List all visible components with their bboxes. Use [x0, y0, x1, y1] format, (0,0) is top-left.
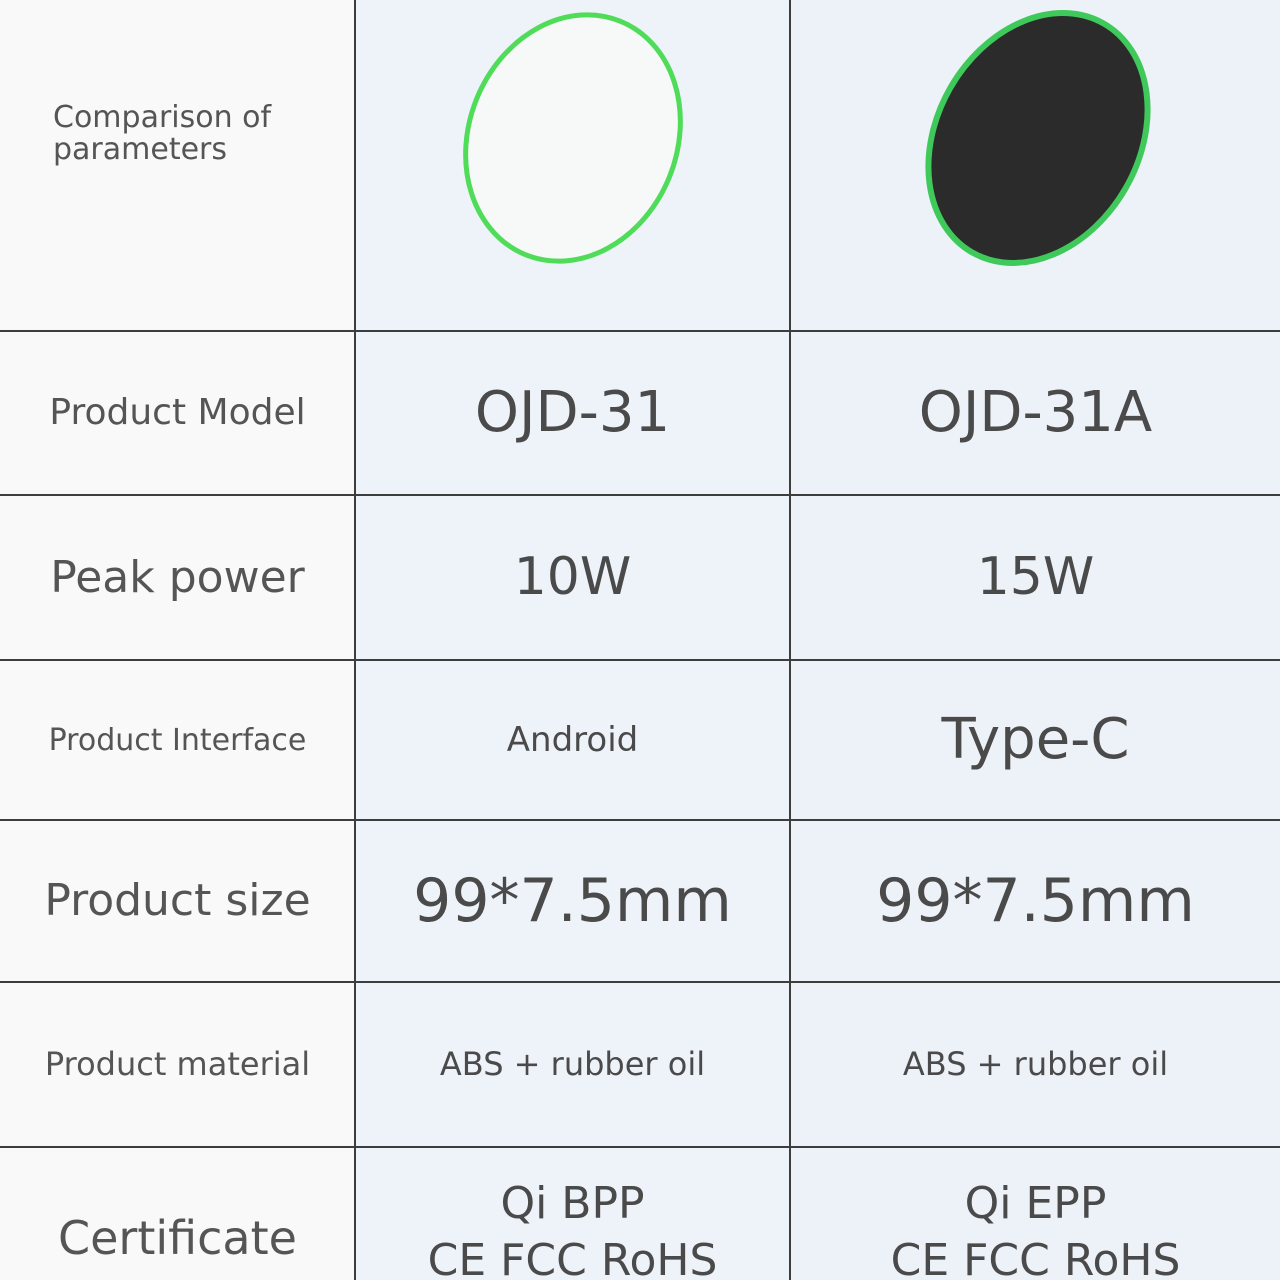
- label-column: [0, 0, 355, 1280]
- value-cell: Qi BPP CE FCC RoHS: [356, 1147, 789, 1280]
- table-title: Comparison of parameters: [53, 100, 272, 168]
- row-divider: [0, 981, 1280, 983]
- row-label: Product Model: [49, 391, 306, 433]
- value-cell: Android: [506, 719, 639, 760]
- value-cell: Qi EPP CE FCC RoHS: [791, 1147, 1280, 1280]
- value-cell: OJD-31: [474, 379, 671, 445]
- row-label: Product size: [44, 875, 311, 927]
- row-divider: [0, 330, 1280, 332]
- value-cell: ABS + rubber oil: [902, 1044, 1169, 1083]
- value-line: CE FCC RoHS: [427, 1235, 718, 1280]
- value-cell: 10W: [513, 546, 632, 607]
- value-cell: OJD-31A: [918, 379, 1153, 445]
- row-divider: [0, 494, 1280, 496]
- row-label: Certificate: [58, 1211, 297, 1265]
- white-charger: [463, 12, 683, 264]
- value-cell: 99*7.5mm: [876, 866, 1195, 936]
- divider: [354, 0, 356, 1280]
- black-charger: [925, 10, 1151, 266]
- value-line: CE FCC RoHS: [890, 1235, 1181, 1280]
- row-divider: [0, 819, 1280, 821]
- row-label: Peak power: [50, 551, 305, 603]
- row-label: Product Interface: [48, 722, 307, 758]
- value-cell: 15W: [976, 546, 1095, 607]
- value-cell: ABS + rubber oil: [439, 1044, 706, 1083]
- value-line: Qi BPP: [500, 1178, 645, 1229]
- divider: [789, 0, 791, 1280]
- product-images: [463, 10, 1151, 266]
- value-cell: Type-C: [941, 706, 1130, 772]
- value-cell: 99*7.5mm: [413, 866, 732, 936]
- row-divider: [0, 1146, 1280, 1148]
- value-line: Qi EPP: [964, 1178, 1107, 1229]
- row-divider: [0, 659, 1280, 661]
- row-label: Product material: [44, 1044, 311, 1083]
